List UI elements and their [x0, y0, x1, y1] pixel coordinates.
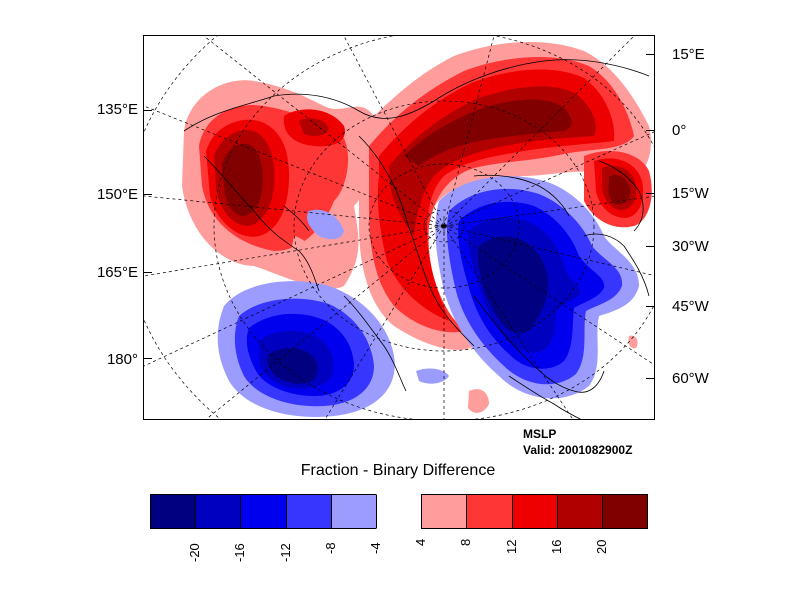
colorbar-label: -8 — [322, 542, 338, 554]
colorbar-title: Fraction - Binary Difference — [300, 462, 496, 479]
colorbar-box — [466, 494, 513, 529]
colorbar-label: 12 — [503, 539, 519, 554]
valid-time: Valid: 2001082900Z — [523, 443, 633, 457]
colorbar-label: -4 — [368, 542, 383, 554]
lon-tick-left — [143, 110, 152, 111]
lon-tick-left — [143, 358, 152, 359]
positive-anomaly-east — [468, 151, 652, 413]
lon-tick-right — [646, 193, 655, 194]
lon-label-right: 30°W — [672, 238, 709, 255]
colorbar-box — [240, 494, 287, 529]
graticule — [144, 36, 654, 419]
lon-tick-right — [646, 378, 655, 379]
lon-tick-left — [143, 194, 152, 195]
colorbar-label: -20 — [187, 543, 203, 562]
negative-anomaly-arctic — [435, 176, 639, 399]
field-name: MSLP — [523, 427, 557, 441]
lon-tick-right — [646, 246, 655, 247]
lon-tick-right — [646, 54, 655, 55]
colorbar-label: 20 — [594, 539, 609, 554]
negative-anomaly-pacific — [217, 209, 449, 417]
lon-label-right: 0° — [672, 122, 687, 139]
pole-marker — [434, 216, 454, 236]
positive-anomaly-central — [289, 41, 651, 350]
colorbar-box — [421, 494, 468, 529]
lon-label-left: 165°E — [96, 264, 138, 281]
lon-label-left: 150°E — [96, 186, 138, 203]
colorbar-box — [285, 494, 332, 529]
map-canvas — [144, 36, 654, 419]
colorbar-box — [195, 494, 242, 529]
lon-label-right: 45°W — [672, 298, 709, 315]
lon-label-right: 15°E — [672, 46, 705, 63]
colorbar-box — [511, 494, 558, 529]
lon-label-left: 135°E — [96, 101, 138, 118]
coastlines — [183, 59, 650, 419]
colorbar-box — [556, 494, 603, 529]
lon-label-right: 15°W — [672, 185, 709, 202]
lon-tick-left — [143, 272, 152, 273]
lon-tick-right — [646, 306, 655, 307]
lon-tick-right — [646, 130, 655, 131]
colorbar-label: 4 — [413, 538, 429, 546]
lon-label-left: 180° — [106, 351, 138, 368]
lon-label-right: 60°W — [672, 370, 709, 387]
colorbar-box — [602, 494, 649, 529]
map-panel — [143, 35, 655, 420]
colorbar-box — [330, 494, 377, 529]
positive-anomaly-west — [182, 80, 376, 289]
colorbar-label: 8 — [458, 538, 474, 546]
colorbar-box — [376, 494, 423, 529]
colorbar-label: -12 — [277, 543, 293, 562]
colorbar-box — [150, 494, 197, 529]
colorbar-label: 16 — [548, 539, 564, 554]
colorbar-label: -16 — [232, 543, 248, 562]
